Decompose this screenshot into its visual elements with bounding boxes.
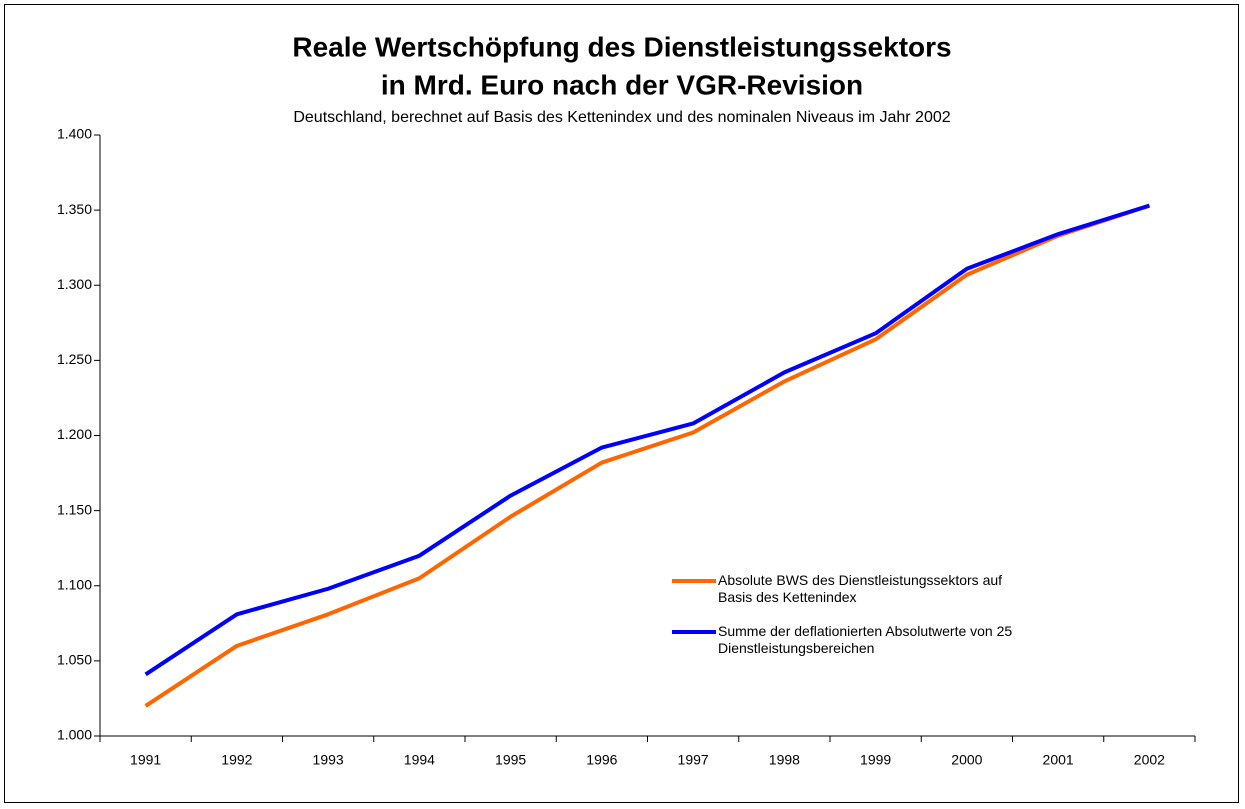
x-tick-label: 1997 <box>678 752 709 768</box>
x-tick-label: 1991 <box>130 752 161 768</box>
x-tick-label: 1999 <box>860 752 891 768</box>
y-tick-label: 1.200 <box>57 426 92 442</box>
y-tick-label: 1.000 <box>57 727 92 743</box>
legend-label: Summe der deflationierten Absolutwerte v… <box>718 623 1013 656</box>
y-tick-label: 1.400 <box>57 126 92 142</box>
data-line <box>144 203 1150 677</box>
y-tick-label: 1.150 <box>57 501 92 517</box>
x-tick-label: 2001 <box>1043 752 1074 768</box>
chart-title: Reale Wertschöpfung des Dienstleistungss… <box>292 31 951 62</box>
legend-label: Absolute BWS des Dienstleistungssektors … <box>718 572 1003 605</box>
x-tick-label: 1993 <box>313 752 344 768</box>
x-tick-label: 2002 <box>1134 752 1165 768</box>
data-line <box>144 203 1151 708</box>
y-tick-label: 1.100 <box>57 576 92 592</box>
x-tick-label: 1995 <box>495 752 526 768</box>
x-tick-label: 1998 <box>769 752 800 768</box>
x-tick-label: 1996 <box>586 752 617 768</box>
y-tick-label: 1.250 <box>57 351 92 367</box>
y-tick-label: 1.350 <box>57 201 92 217</box>
chart-border <box>4 4 1239 803</box>
y-tick-label: 1.050 <box>57 652 92 668</box>
x-tick-label: 1994 <box>404 752 435 768</box>
chart-title: in Mrd. Euro nach der VGR-Revision <box>381 69 863 100</box>
x-tick-label: 2000 <box>951 752 982 768</box>
y-tick-label: 1.300 <box>57 276 92 292</box>
x-tick-label: 1992 <box>221 752 252 768</box>
chart-subtitle: Deutschland, berechnet auf Basis des Ket… <box>293 109 950 126</box>
